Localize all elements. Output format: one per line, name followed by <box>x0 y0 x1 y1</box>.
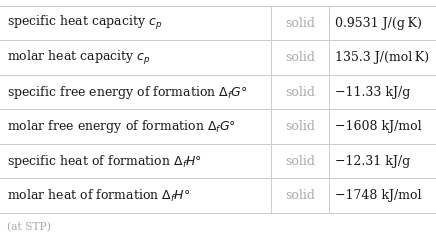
Text: solid: solid <box>285 154 315 168</box>
Text: (at STP): (at STP) <box>7 222 51 232</box>
Text: solid: solid <box>285 86 315 99</box>
Text: molar heat of formation $\Delta_f H°$: molar heat of formation $\Delta_f H°$ <box>7 187 190 204</box>
Text: −12.31 kJ/g: −12.31 kJ/g <box>335 154 410 168</box>
Text: solid: solid <box>285 189 315 202</box>
Text: molar heat capacity $c_p$: molar heat capacity $c_p$ <box>7 48 150 67</box>
Text: specific free energy of formation $\Delta_f G°$: specific free energy of formation $\Delt… <box>7 84 247 100</box>
Text: −1748 kJ/mol: −1748 kJ/mol <box>335 189 421 202</box>
Text: solid: solid <box>285 120 315 133</box>
Text: specific heat of formation $\Delta_f H°$: specific heat of formation $\Delta_f H°$ <box>7 153 201 169</box>
Text: 135.3 J/(mol K): 135.3 J/(mol K) <box>335 51 429 64</box>
Text: 0.9531 J/(g K): 0.9531 J/(g K) <box>335 17 422 30</box>
Text: molar free energy of formation $\Delta_f G°$: molar free energy of formation $\Delta_f… <box>7 118 235 135</box>
Text: specific heat capacity $c_p$: specific heat capacity $c_p$ <box>7 14 162 32</box>
Text: −11.33 kJ/g: −11.33 kJ/g <box>335 86 410 99</box>
Text: solid: solid <box>285 51 315 64</box>
Text: solid: solid <box>285 17 315 30</box>
Text: −1608 kJ/mol: −1608 kJ/mol <box>335 120 422 133</box>
